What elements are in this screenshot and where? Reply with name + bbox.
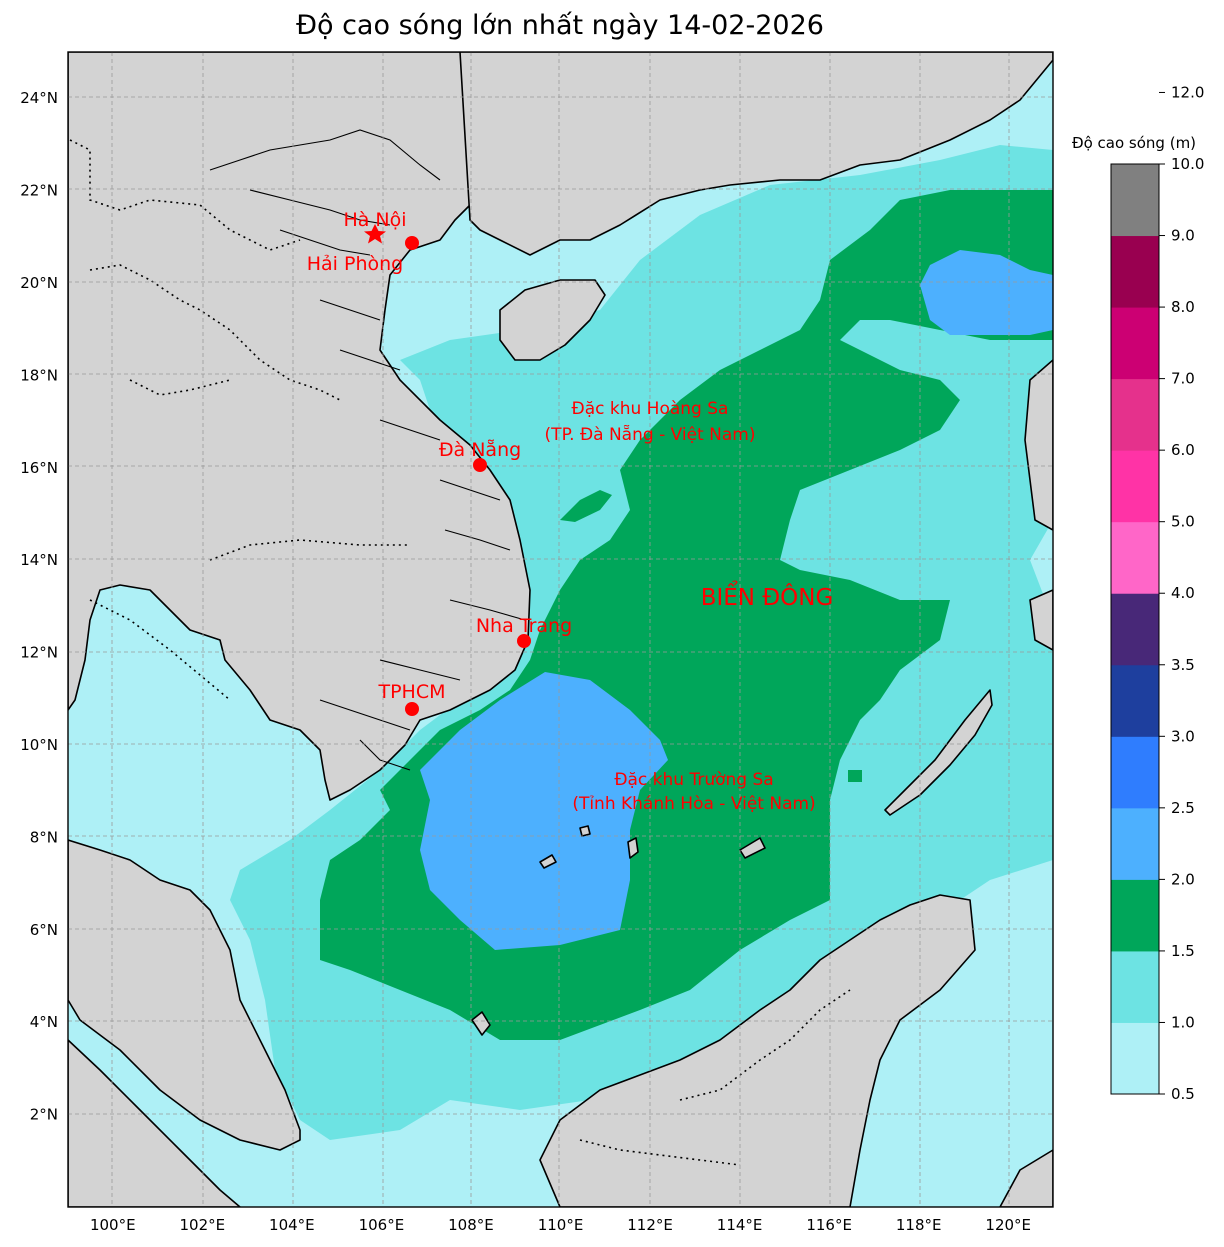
lon-tick-label: 108°E	[448, 1216, 494, 1234]
colorbar-segment	[1111, 235, 1159, 308]
colorbar-tick-label: 2.0	[1171, 870, 1195, 888]
lat-tick-label: 18°N	[20, 366, 58, 384]
lat-tick-label: 6°N	[30, 921, 58, 939]
colorbar-tick-label: 8.0	[1171, 298, 1195, 316]
colorbar-tick-label: 3.5	[1171, 656, 1195, 674]
land-palawan	[884, 689, 993, 816]
danang-marker	[473, 458, 487, 472]
colorbar-frame	[1110, 163, 1160, 1095]
colorbar-tick-label: 12.0	[1171, 83, 1204, 101]
colorbar-tick-label: 7.0	[1171, 370, 1195, 388]
wave-zone-1.5-2m-patch	[560, 490, 612, 522]
land-sumatra	[68, 1039, 241, 1207]
city-markers	[364, 224, 531, 716]
land-island-a	[539, 854, 557, 869]
colorbar-segment	[1111, 378, 1159, 451]
gridlines	[68, 52, 1053, 1207]
wave-zone-1.5-2m-dot	[848, 770, 862, 782]
colorbar-segment	[1111, 664, 1159, 737]
borders	[69, 139, 851, 1166]
land-south-china	[459, 52, 1053, 256]
colorbar-segment	[1111, 879, 1159, 952]
land-natuna	[471, 1011, 491, 1036]
colorbar-segment	[1111, 807, 1159, 880]
label-truongsa-2: (Tỉnh Khánh Hòa - Việt Nam)	[572, 794, 815, 814]
lat-tick-label: 10°N	[20, 736, 58, 754]
colorbar-ticks: 0.5 1.0 1.5 2.0 2.5 3.0 3.5 4.0 5.0 6.0 7.0 8.0 9.0 1…	[1159, 83, 1204, 1103]
label-sea: BIỂN ĐÔNG	[701, 581, 834, 611]
lat-tick-label: 16°N	[20, 459, 58, 477]
label-hanoi: Hà Nội	[343, 209, 406, 231]
lon-tick-label: 120°E	[985, 1216, 1031, 1234]
colorbar-segment	[1111, 450, 1159, 523]
provinces	[209, 129, 526, 771]
colorbar-tick-label: 4.0	[1171, 584, 1195, 602]
land-island-sulu	[739, 837, 766, 859]
wave-zone-2-2.5m-south	[420, 672, 668, 950]
lat-tick-label: 12°N	[20, 644, 58, 662]
land-borneo	[539, 894, 976, 1207]
colorbar-tick-label: 1.5	[1171, 942, 1195, 960]
lon-tick-label: 100°E	[90, 1216, 136, 1234]
label-haiphong: Hải Phòng	[307, 253, 403, 275]
label-nhatrang: Nha Trang	[476, 615, 572, 637]
lon-tick-label: 114°E	[717, 1216, 763, 1234]
colorbar-tick-label: 1.0	[1171, 1013, 1195, 1031]
colorbar-segment	[1111, 307, 1159, 380]
hanoi-star-icon	[364, 224, 386, 244]
colorbar-segment	[1111, 164, 1159, 237]
lat-tick-label: 24°N	[20, 89, 58, 107]
label-hoangsa-1: Đặc khu Hoàng Sa	[572, 399, 729, 419]
colorbar	[1111, 164, 1159, 1095]
label-hoangsa-2: (TP. Đà Nẵng - Việt Nam)	[545, 424, 756, 445]
label-truongsa-1: Đặc khu Trường Sa	[614, 770, 773, 790]
lat-tick-label: 20°N	[20, 274, 58, 292]
label-tphcm: TPHCM	[377, 681, 445, 703]
wave-zone-2-2.5m-north	[920, 250, 1053, 335]
label-danang: Đà Nẵng	[439, 438, 521, 461]
lon-tick-label: 104°E	[269, 1216, 315, 1234]
lat-tick-label: 4°N	[30, 1013, 58, 1031]
lon-tick-label: 116°E	[806, 1216, 852, 1234]
land-hainan	[499, 279, 606, 361]
colorbar-tick-label: 3.0	[1171, 727, 1195, 745]
tphcm-marker	[405, 702, 419, 716]
colorbar-tick-label: 2.5	[1171, 799, 1195, 817]
colorbar-tick-label: 10.0	[1171, 155, 1204, 173]
land-malay	[68, 839, 301, 1151]
lon-tick-label: 106°E	[359, 1216, 405, 1234]
colorbar-tick-label: 9.0	[1171, 227, 1195, 245]
land-mindoro	[1029, 589, 1053, 651]
colorbar-segment	[1111, 736, 1159, 809]
lat-tick-label: 8°N	[30, 828, 58, 846]
colorbar-tick-label: 0.5	[1171, 1085, 1195, 1103]
colorbar-segment	[1111, 1022, 1159, 1095]
colorbar-tick-label: 5.0	[1171, 513, 1195, 531]
colorbar-segment	[1111, 593, 1159, 666]
lon-tick-label: 118°E	[896, 1216, 942, 1234]
lon-tick-label: 112°E	[627, 1216, 673, 1234]
lat-axis: 24°N 22°N 20°N 18°N 16°N 14°N 12°N 10°N 8°N 6°N 4°…	[20, 89, 58, 1123]
colorbar-tick-label: 6.0	[1171, 441, 1195, 459]
land-island-c	[579, 825, 591, 837]
page-title: Độ cao sóng lớn nhất ngày 14-02-2026	[296, 10, 824, 41]
lat-tick-label: 22°N	[20, 182, 58, 200]
lon-tick-label: 110°E	[538, 1216, 584, 1234]
land-island-b	[627, 837, 639, 859]
colorbar-segment	[1111, 950, 1159, 1023]
colorbar-title: Độ cao sóng (m)	[1072, 134, 1196, 152]
lat-tick-label: 14°N	[20, 551, 58, 569]
colorbar-segment	[1111, 521, 1159, 594]
land-luzon	[1024, 359, 1053, 531]
lon-axis: 100°E 102°E 104°E 106°E 108°E 110°E 112°E 114°E…	[90, 1216, 1031, 1234]
land-sulawesi	[999, 1149, 1053, 1207]
lon-tick-label: 102°E	[180, 1216, 226, 1234]
lat-tick-label: 2°N	[30, 1106, 58, 1124]
map-frame	[67, 51, 1054, 1208]
map-area: Hà Nội Hải Phòng Đà Nẵng Nha Trang TPHCM…	[68, 52, 1053, 1207]
nhatrang-marker	[517, 634, 531, 648]
haiphong-marker	[405, 236, 419, 250]
